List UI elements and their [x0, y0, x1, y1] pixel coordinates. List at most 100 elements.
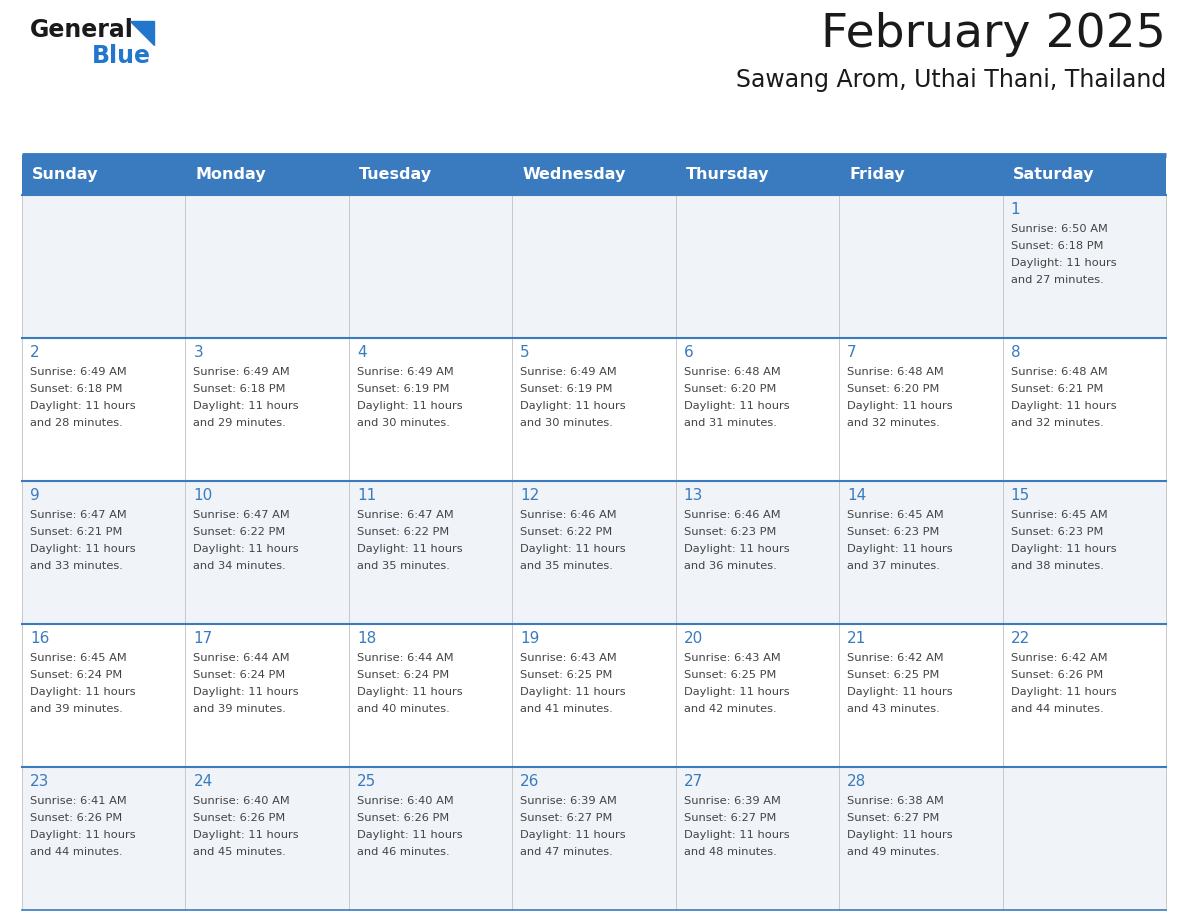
Text: Daylight: 11 hours: Daylight: 11 hours — [194, 401, 299, 411]
Text: Sunrise: 6:47 AM: Sunrise: 6:47 AM — [194, 510, 290, 520]
Text: Sunset: 6:26 PM: Sunset: 6:26 PM — [30, 813, 122, 823]
Text: General: General — [30, 18, 134, 42]
Text: Sunset: 6:20 PM: Sunset: 6:20 PM — [847, 384, 940, 394]
Text: and 45 minutes.: and 45 minutes. — [194, 847, 286, 857]
Text: Sunset: 6:22 PM: Sunset: 6:22 PM — [356, 527, 449, 537]
Text: 1: 1 — [1011, 202, 1020, 217]
Text: Sunset: 6:27 PM: Sunset: 6:27 PM — [847, 813, 940, 823]
Text: Daylight: 11 hours: Daylight: 11 hours — [520, 830, 626, 840]
Text: Friday: Friday — [849, 167, 905, 183]
Text: and 28 minutes.: and 28 minutes. — [30, 418, 122, 428]
Text: Sunset: 6:27 PM: Sunset: 6:27 PM — [684, 813, 776, 823]
Text: 27: 27 — [684, 774, 703, 789]
Text: Blue: Blue — [91, 44, 151, 68]
Text: and 30 minutes.: and 30 minutes. — [520, 418, 613, 428]
Text: 13: 13 — [684, 488, 703, 503]
Text: Daylight: 11 hours: Daylight: 11 hours — [30, 544, 135, 554]
Text: Sunrise: 6:42 AM: Sunrise: 6:42 AM — [847, 653, 943, 663]
Text: and 38 minutes.: and 38 minutes. — [1011, 561, 1104, 571]
Text: and 31 minutes.: and 31 minutes. — [684, 418, 777, 428]
Text: and 44 minutes.: and 44 minutes. — [30, 847, 122, 857]
Text: 23: 23 — [30, 774, 50, 789]
Text: Sunset: 6:22 PM: Sunset: 6:22 PM — [194, 527, 285, 537]
Text: Daylight: 11 hours: Daylight: 11 hours — [1011, 687, 1117, 697]
Text: 25: 25 — [356, 774, 377, 789]
Text: Sunrise: 6:39 AM: Sunrise: 6:39 AM — [520, 796, 617, 806]
Text: 19: 19 — [520, 631, 539, 646]
Text: Sunrise: 6:47 AM: Sunrise: 6:47 AM — [30, 510, 127, 520]
Text: Sunset: 6:25 PM: Sunset: 6:25 PM — [684, 670, 776, 680]
Text: Daylight: 11 hours: Daylight: 11 hours — [520, 687, 626, 697]
Text: Sunrise: 6:41 AM: Sunrise: 6:41 AM — [30, 796, 127, 806]
Text: Sunset: 6:26 PM: Sunset: 6:26 PM — [194, 813, 285, 823]
Text: Sunset: 6:23 PM: Sunset: 6:23 PM — [847, 527, 940, 537]
Text: 20: 20 — [684, 631, 703, 646]
Text: Daylight: 11 hours: Daylight: 11 hours — [520, 544, 626, 554]
Text: February 2025: February 2025 — [821, 12, 1165, 57]
Text: Sunset: 6:26 PM: Sunset: 6:26 PM — [356, 813, 449, 823]
Text: Sunrise: 6:42 AM: Sunrise: 6:42 AM — [1011, 653, 1107, 663]
Text: 11: 11 — [356, 488, 377, 503]
Bar — [23, 338, 1165, 481]
Bar — [23, 155, 1165, 195]
Text: Daylight: 11 hours: Daylight: 11 hours — [1011, 544, 1117, 554]
Text: Sunrise: 6:45 AM: Sunrise: 6:45 AM — [1011, 510, 1107, 520]
Text: Sunrise: 6:48 AM: Sunrise: 6:48 AM — [847, 367, 944, 377]
Text: Sunrise: 6:48 AM: Sunrise: 6:48 AM — [1011, 367, 1107, 377]
Text: Sunset: 6:18 PM: Sunset: 6:18 PM — [30, 384, 122, 394]
Text: Sunrise: 6:46 AM: Sunrise: 6:46 AM — [684, 510, 781, 520]
Text: Daylight: 11 hours: Daylight: 11 hours — [30, 401, 135, 411]
Text: 24: 24 — [194, 774, 213, 789]
Text: and 39 minutes.: and 39 minutes. — [30, 704, 122, 714]
Text: and 41 minutes.: and 41 minutes. — [520, 704, 613, 714]
Text: Sunset: 6:19 PM: Sunset: 6:19 PM — [356, 384, 449, 394]
Text: Daylight: 11 hours: Daylight: 11 hours — [847, 830, 953, 840]
Text: Sunrise: 6:45 AM: Sunrise: 6:45 AM — [847, 510, 944, 520]
Text: Daylight: 11 hours: Daylight: 11 hours — [194, 830, 299, 840]
Text: Sunset: 6:24 PM: Sunset: 6:24 PM — [356, 670, 449, 680]
Text: Daylight: 11 hours: Daylight: 11 hours — [847, 401, 953, 411]
Text: Sunset: 6:23 PM: Sunset: 6:23 PM — [1011, 527, 1102, 537]
Text: Sunset: 6:21 PM: Sunset: 6:21 PM — [30, 527, 122, 537]
Text: Sunset: 6:27 PM: Sunset: 6:27 PM — [520, 813, 613, 823]
Text: Sunrise: 6:45 AM: Sunrise: 6:45 AM — [30, 653, 127, 663]
Text: Tuesday: Tuesday — [359, 167, 432, 183]
Text: and 44 minutes.: and 44 minutes. — [1011, 704, 1104, 714]
Text: 14: 14 — [847, 488, 866, 503]
Text: Daylight: 11 hours: Daylight: 11 hours — [356, 544, 462, 554]
Text: Daylight: 11 hours: Daylight: 11 hours — [684, 544, 789, 554]
Text: Sunset: 6:24 PM: Sunset: 6:24 PM — [194, 670, 285, 680]
Text: and 39 minutes.: and 39 minutes. — [194, 704, 286, 714]
Text: 4: 4 — [356, 345, 366, 360]
Text: 18: 18 — [356, 631, 377, 646]
Bar — [23, 624, 1165, 767]
Text: and 35 minutes.: and 35 minutes. — [356, 561, 450, 571]
Text: and 46 minutes.: and 46 minutes. — [356, 847, 449, 857]
Text: Sunset: 6:21 PM: Sunset: 6:21 PM — [1011, 384, 1102, 394]
Text: Sunrise: 6:39 AM: Sunrise: 6:39 AM — [684, 796, 781, 806]
Text: 8: 8 — [1011, 345, 1020, 360]
Text: 12: 12 — [520, 488, 539, 503]
Text: Daylight: 11 hours: Daylight: 11 hours — [847, 544, 953, 554]
Polygon shape — [129, 21, 154, 45]
Text: and 32 minutes.: and 32 minutes. — [1011, 418, 1104, 428]
Text: Daylight: 11 hours: Daylight: 11 hours — [194, 687, 299, 697]
Text: and 30 minutes.: and 30 minutes. — [356, 418, 450, 428]
Text: Sunrise: 6:46 AM: Sunrise: 6:46 AM — [520, 510, 617, 520]
Text: Daylight: 11 hours: Daylight: 11 hours — [847, 687, 953, 697]
Text: Daylight: 11 hours: Daylight: 11 hours — [30, 687, 135, 697]
Text: Daylight: 11 hours: Daylight: 11 hours — [356, 830, 462, 840]
Text: 7: 7 — [847, 345, 857, 360]
Text: and 27 minutes.: and 27 minutes. — [1011, 275, 1104, 285]
Text: and 34 minutes.: and 34 minutes. — [194, 561, 286, 571]
Text: Sunrise: 6:49 AM: Sunrise: 6:49 AM — [194, 367, 290, 377]
Text: Thursday: Thursday — [685, 167, 769, 183]
Text: Sunrise: 6:47 AM: Sunrise: 6:47 AM — [356, 510, 454, 520]
Text: 3: 3 — [194, 345, 203, 360]
Text: Sunrise: 6:48 AM: Sunrise: 6:48 AM — [684, 367, 781, 377]
Text: and 42 minutes.: and 42 minutes. — [684, 704, 776, 714]
Text: 16: 16 — [30, 631, 50, 646]
Text: 15: 15 — [1011, 488, 1030, 503]
Text: Daylight: 11 hours: Daylight: 11 hours — [684, 830, 789, 840]
Bar — [23, 481, 1165, 624]
